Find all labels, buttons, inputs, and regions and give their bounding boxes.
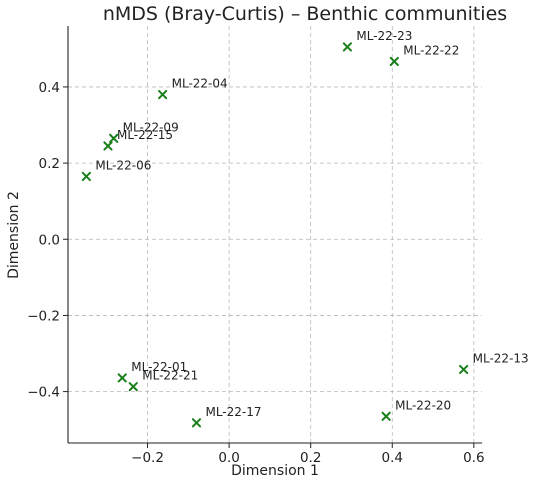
x-ticks: −0.2 0.0 0.2 0.4 0.6 — [131, 443, 485, 466]
x-tick-label: 0.0 — [218, 450, 239, 466]
y-ticks: −0.4 −0.2 0.0 0.2 0.4 — [27, 80, 68, 401]
data-point-label: ML-22-13 — [473, 352, 529, 366]
data-point-label: ML-22-06 — [95, 158, 151, 172]
x-tick-label: 0.2 — [300, 450, 321, 466]
data-point-marker — [381, 411, 391, 421]
data-point-marker — [117, 373, 127, 383]
data-point-marker — [81, 171, 91, 182]
y-axis-label: Dimension 2 — [6, 191, 22, 279]
data-point-label: ML-22-23 — [356, 29, 412, 43]
y-tick-label: 0.0 — [39, 232, 60, 248]
y-tick-label: 0.4 — [39, 80, 60, 96]
data-point-label: ML-22-17 — [205, 405, 261, 419]
grid — [68, 26, 482, 443]
data-point-label: ML-22-09 — [123, 120, 179, 134]
data-point-label: ML-22-20 — [395, 398, 451, 412]
data-point-marker — [103, 141, 113, 151]
x-tick-label: −0.2 — [131, 450, 164, 466]
axes-frame — [67, 26, 482, 444]
chart-title: nMDS (Bray-Curtis) – Benthic communities — [103, 3, 507, 25]
data-point-marker — [128, 382, 138, 392]
data-point-label: ML-22-21 — [142, 369, 198, 383]
x-tick-label: 0.4 — [382, 450, 403, 466]
y-tick-label: 0.2 — [39, 156, 60, 172]
scatter-points — [81, 42, 469, 428]
data-point-marker — [342, 42, 352, 52]
data-point-label: ML-22-22 — [403, 43, 459, 57]
data-point-marker — [191, 418, 202, 428]
x-tick-label: 0.6 — [463, 450, 484, 466]
data-point-marker — [109, 133, 119, 143]
data-point-label: ML-22-15 — [117, 128, 173, 142]
data-point-label: ML-22-04 — [172, 77, 228, 91]
y-tick-label: −0.4 — [27, 385, 60, 401]
data-point-marker — [459, 364, 469, 375]
data-point-marker — [389, 56, 399, 67]
y-tick-label: −0.2 — [27, 308, 60, 324]
data-point-marker — [158, 89, 168, 100]
data-point-label: ML-22-01 — [131, 360, 187, 374]
x-axis-label: Dimension 1 — [231, 463, 319, 479]
